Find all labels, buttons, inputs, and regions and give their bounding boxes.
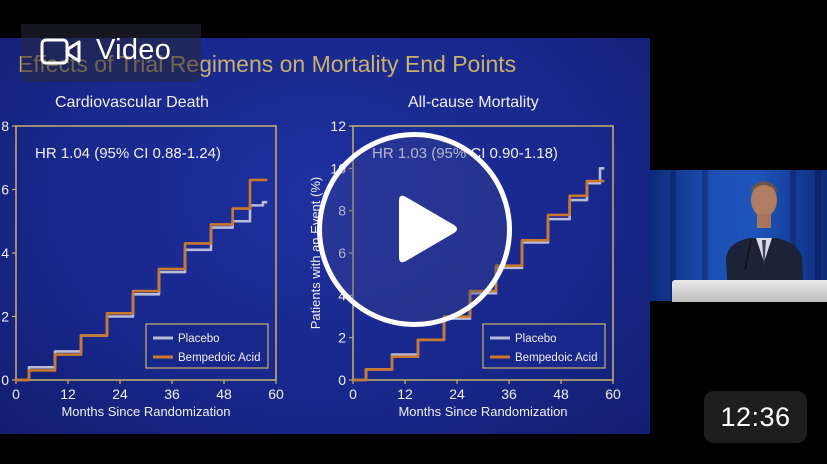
y-tick-label: 0 (338, 372, 346, 388)
x-tick-label: 48 (553, 386, 569, 402)
y-tick-label: 2 (1, 309, 9, 325)
legend-entry: Bempedoic Acid (178, 352, 260, 364)
play-button[interactable] (317, 132, 512, 327)
x-tick-label: 24 (449, 386, 465, 402)
legend-entry: Bempedoic Acid (515, 352, 597, 364)
video-camera-icon (40, 38, 81, 65)
x-tick-label: 12 (60, 386, 76, 402)
y-tick-label: 4 (1, 245, 9, 261)
video-label: Video (96, 34, 172, 66)
podium (672, 280, 827, 302)
chart-title-allcause: All-cause Mortality (408, 94, 539, 111)
x-tick-label: 60 (268, 386, 284, 402)
y-tick-label: 2 (338, 330, 346, 346)
x-tick-label: 36 (501, 386, 517, 402)
y-tick-label: 8 (1, 118, 9, 134)
x-tick-label: 48 (216, 386, 232, 402)
chart-title-cv: Cardiovascular Death (55, 94, 209, 111)
duration-badge: 12:36 (704, 391, 807, 443)
series-line-bempedoic (16, 178, 268, 382)
legend-entry: Placebo (178, 333, 220, 345)
legend-box (145, 323, 269, 369)
x-tick-label: 0 (349, 386, 357, 402)
x-axis-label: Months Since Randomization (398, 404, 567, 419)
y-tick-label: 12 (330, 118, 346, 134)
hr-annotation: HR 1.04 (95% CI 0.88-1.24) (35, 145, 221, 162)
y-tick-label: 6 (1, 182, 9, 198)
x-tick-label: 0 (12, 386, 20, 402)
x-tick-label: 12 (397, 386, 413, 402)
x-tick-label: 24 (112, 386, 128, 402)
x-axis-label: Months Since Randomization (61, 404, 230, 419)
x-tick-label: 36 (164, 386, 180, 402)
series-line-bempedoic (353, 179, 605, 382)
y-tick-label: 0 (1, 372, 9, 388)
play-icon (399, 195, 457, 263)
legend-entry: Placebo (515, 333, 557, 345)
video-badge (21, 24, 201, 82)
legend-box (482, 323, 606, 369)
x-tick-label: 60 (605, 386, 621, 402)
